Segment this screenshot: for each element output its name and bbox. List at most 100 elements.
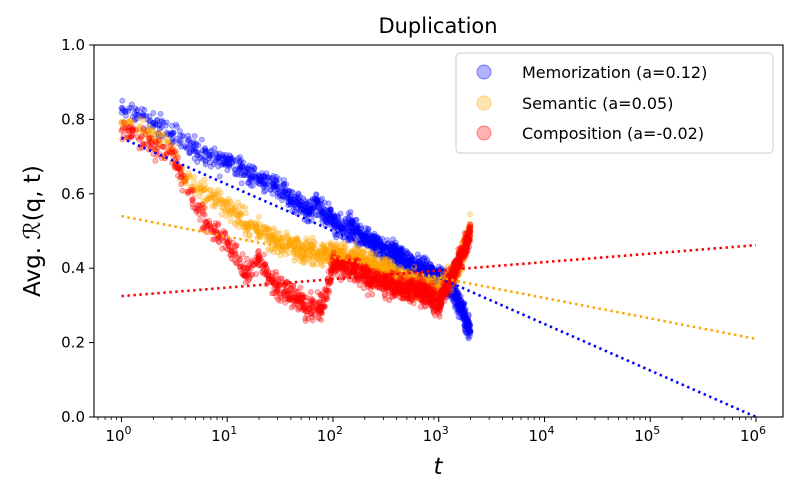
data-point-memorization bbox=[280, 193, 287, 200]
data-point-memorization bbox=[323, 206, 330, 213]
data-point-memorization bbox=[274, 186, 281, 193]
data-point-composition bbox=[244, 265, 251, 272]
data-point-memorization bbox=[269, 190, 276, 197]
data-point-memorization bbox=[202, 149, 209, 156]
data-point-semantic bbox=[372, 258, 378, 265]
data-point-memorization bbox=[242, 168, 249, 175]
data-point-memorization bbox=[224, 158, 231, 165]
data-point-memorization bbox=[261, 172, 268, 179]
data-point-memorization bbox=[331, 223, 338, 229]
data-point-memorization bbox=[272, 183, 279, 189]
data-point-composition bbox=[257, 256, 264, 263]
y-tick-label: 0.2 bbox=[61, 334, 85, 352]
data-point-memorization bbox=[365, 238, 372, 245]
data-point-memorization bbox=[312, 201, 319, 208]
data-point-memorization bbox=[152, 119, 159, 126]
data-point-memorization bbox=[270, 180, 276, 187]
data-point-memorization bbox=[452, 304, 458, 311]
data-point-composition bbox=[260, 251, 267, 258]
data-point-memorization bbox=[307, 208, 314, 215]
data-point-composition bbox=[421, 281, 428, 288]
data-point-memorization bbox=[374, 236, 381, 242]
data-point-memorization bbox=[373, 233, 380, 240]
data-point-memorization bbox=[385, 246, 391, 253]
data-point-composition bbox=[388, 282, 395, 289]
data-point-memorization bbox=[340, 220, 347, 226]
data-point-memorization bbox=[270, 178, 277, 185]
data-point-memorization bbox=[181, 143, 188, 149]
data-point-memorization bbox=[187, 142, 194, 149]
data-point-memorization bbox=[395, 250, 402, 257]
data-point-memorization bbox=[335, 213, 342, 220]
data-point-memorization bbox=[370, 238, 377, 245]
data-point-memorization bbox=[319, 209, 326, 216]
legend-label-semantic: Semantic (a=0.05) bbox=[522, 94, 673, 113]
data-point-memorization bbox=[247, 176, 254, 183]
data-point-memorization bbox=[246, 177, 253, 184]
data-point-memorization bbox=[232, 157, 239, 164]
data-point-memorization bbox=[314, 198, 320, 205]
data-point-composition bbox=[464, 233, 471, 240]
data-point-memorization bbox=[375, 251, 382, 258]
data-point-memorization bbox=[349, 218, 356, 225]
data-point-memorization bbox=[297, 206, 304, 213]
data-point-composition bbox=[302, 317, 309, 324]
data-point-memorization bbox=[317, 197, 324, 204]
y-axis-label: Avg. ℛ(q, t) bbox=[20, 165, 46, 297]
data-point-semantic bbox=[228, 210, 235, 217]
data-point-memorization bbox=[380, 246, 387, 253]
data-point-memorization bbox=[384, 237, 390, 243]
data-point-memorization bbox=[377, 240, 384, 246]
data-point-memorization bbox=[350, 233, 357, 239]
data-point-memorization bbox=[144, 116, 151, 123]
data-point-memorization bbox=[202, 148, 208, 154]
data-point-memorization bbox=[238, 163, 245, 170]
data-point-memorization bbox=[169, 131, 175, 138]
data-point-memorization bbox=[156, 125, 163, 132]
data-point-memorization bbox=[146, 113, 153, 120]
data-point-memorization bbox=[384, 260, 391, 267]
data-point-memorization bbox=[322, 213, 329, 219]
data-point-memorization bbox=[285, 199, 292, 206]
data-point-memorization bbox=[272, 177, 279, 183]
data-point-memorization bbox=[349, 220, 355, 227]
data-point-memorization bbox=[332, 213, 338, 220]
data-point-memorization bbox=[369, 250, 376, 257]
data-point-memorization bbox=[342, 218, 349, 224]
x-tick-label: 106 bbox=[740, 424, 766, 445]
data-point-memorization bbox=[398, 252, 404, 259]
data-point-memorization bbox=[234, 171, 241, 178]
data-point-memorization bbox=[291, 202, 298, 209]
data-point-memorization bbox=[285, 187, 292, 194]
data-point-memorization bbox=[372, 242, 378, 249]
data-point-memorization bbox=[352, 216, 359, 223]
data-point-memorization bbox=[206, 151, 213, 158]
data-point-memorization bbox=[273, 173, 280, 180]
data-point-memorization bbox=[327, 210, 334, 217]
data-point-memorization bbox=[185, 137, 192, 144]
data-point-memorization bbox=[299, 209, 306, 216]
data-point-memorization bbox=[372, 239, 379, 246]
data-point-memorization bbox=[357, 235, 364, 242]
data-point-memorization bbox=[295, 190, 302, 197]
data-point-memorization bbox=[245, 165, 252, 172]
data-point-memorization bbox=[281, 188, 288, 195]
data-point-semantic bbox=[125, 119, 132, 125]
data-point-memorization bbox=[152, 121, 159, 128]
data-point-memorization bbox=[304, 208, 311, 215]
data-point-memorization bbox=[371, 230, 378, 237]
data-point-memorization bbox=[182, 144, 189, 150]
data-point-memorization bbox=[398, 253, 405, 260]
data-point-composition bbox=[366, 280, 373, 287]
data-point-memorization bbox=[226, 155, 232, 162]
data-point-memorization bbox=[119, 97, 126, 104]
data-point-memorization bbox=[221, 156, 228, 163]
data-point-memorization bbox=[301, 203, 308, 210]
data-point-memorization bbox=[377, 243, 384, 249]
data-point-memorization bbox=[232, 166, 239, 172]
data-point-memorization bbox=[266, 175, 273, 181]
data-point-composition bbox=[163, 151, 170, 158]
data-point-memorization bbox=[240, 159, 247, 166]
data-point-semantic bbox=[302, 259, 309, 266]
data-point-memorization bbox=[324, 212, 331, 219]
